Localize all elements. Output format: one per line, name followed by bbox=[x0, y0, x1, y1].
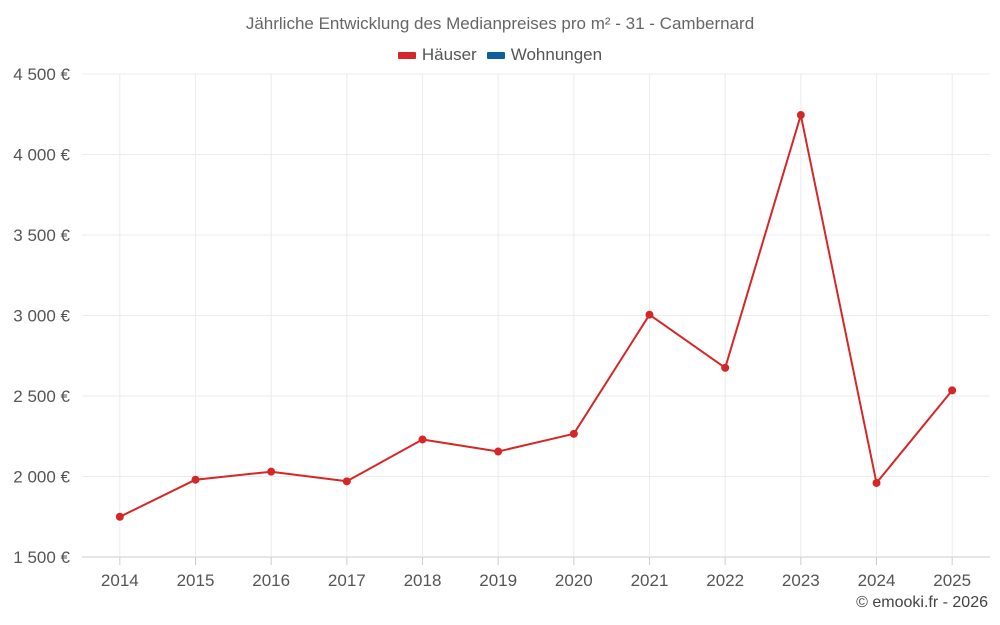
legend: Häuser Wohnungen bbox=[0, 45, 1000, 65]
data-point bbox=[191, 475, 200, 484]
x-tick-label: 2015 bbox=[177, 571, 215, 590]
data-point bbox=[494, 447, 503, 456]
legend-swatch-haeuser bbox=[397, 51, 416, 59]
chart-title: Jährliche Entwicklung des Medianpreises … bbox=[245, 14, 755, 33]
y-tick-label: 4 000 € bbox=[13, 146, 70, 165]
x-tick-label: 2022 bbox=[706, 571, 744, 590]
x-tick-label: 2014 bbox=[101, 571, 139, 590]
data-point bbox=[418, 435, 427, 444]
y-tick-label: 4 500 € bbox=[13, 65, 70, 84]
data-point bbox=[948, 386, 957, 395]
x-tick-label: 2025 bbox=[933, 571, 971, 590]
data-point bbox=[342, 477, 351, 486]
y-tick-label: 2 500 € bbox=[13, 387, 70, 406]
data-point bbox=[872, 478, 881, 487]
data-point bbox=[645, 310, 654, 319]
y-tick-label: 2 000 € bbox=[13, 468, 70, 487]
x-tick-label: 2020 bbox=[555, 571, 593, 590]
data-point bbox=[796, 111, 805, 120]
legend-label-haeuser: Häuser bbox=[421, 45, 477, 64]
y-tick-label: 3 500 € bbox=[13, 226, 70, 245]
series-line-0 bbox=[119, 114, 953, 518]
x-tick-label: 2021 bbox=[631, 571, 669, 590]
legend-item-wohnungen[interactable]: Wohnungen bbox=[486, 45, 603, 65]
x-tick-label: 2024 bbox=[858, 571, 896, 590]
credit-text: © emooki.fr - 2026 bbox=[856, 594, 988, 611]
data-point bbox=[267, 467, 276, 476]
y-tick-label: 3 000 € bbox=[13, 307, 70, 326]
y-tick-label: 1 500 € bbox=[13, 548, 70, 567]
data-point bbox=[721, 363, 730, 372]
legend-item-haeuser[interactable]: Häuser bbox=[397, 45, 477, 65]
data-point bbox=[569, 429, 578, 438]
data-point bbox=[115, 512, 124, 521]
x-tick-label: 2017 bbox=[328, 571, 366, 590]
x-tick-label: 2016 bbox=[252, 571, 290, 590]
legend-swatch-wohnungen bbox=[486, 51, 505, 59]
x-tick-label: 2019 bbox=[479, 571, 517, 590]
legend-label-wohnungen: Wohnungen bbox=[510, 45, 603, 64]
x-tick-label: 2023 bbox=[782, 571, 820, 590]
x-tick-label: 2018 bbox=[404, 571, 442, 590]
